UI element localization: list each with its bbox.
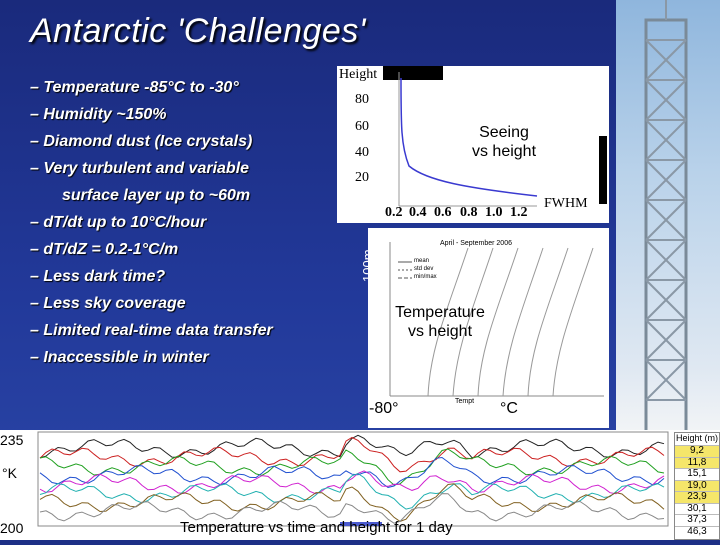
- bullet-item: – dT/dZ = 0.2-1°C/m: [30, 241, 179, 258]
- temp-height-xaxis-small: Tempt: [455, 398, 475, 405]
- seeing-overlay-label: Seeing vs height: [471, 124, 537, 160]
- height-legend-item: 23,9: [675, 491, 719, 503]
- temp-height-chart-plot: [389, 242, 604, 397]
- seeing-ytick: 20: [355, 170, 369, 185]
- seeing-ylabel: Height: [339, 67, 378, 82]
- time-y-unit: °K: [2, 465, 17, 481]
- seeing-ytick: 40: [355, 145, 369, 160]
- bullet-item: – Inaccessible in winter: [30, 349, 209, 366]
- time-series-line: [39, 434, 665, 459]
- time-chart-caption: Temperature vs time and height for 1 day: [180, 519, 453, 536]
- axis-label-right: -30°: [555, 400, 585, 417]
- height-legend: Height (m) 9,2 11,8 15,1 19,0 23,9 30,1 37,3 46…: [674, 432, 720, 540]
- seeing-ytick: 60: [355, 119, 369, 134]
- height-legend-item: 30,1: [675, 502, 719, 514]
- time-series-line: [39, 470, 665, 495]
- legend-item: min/max: [414, 274, 437, 280]
- time-y-bottom: 200: [0, 520, 24, 536]
- time-series-line: [39, 456, 665, 488]
- temp-height-overlay-label: Temperature vs height: [395, 304, 485, 340]
- bullet-item: – Limited real-time data transfer: [30, 322, 273, 339]
- axis-label-unit: °C: [500, 400, 518, 417]
- time-chart-panel: 235 °K 200 Temperature vs time and heigh…: [0, 430, 720, 540]
- bullet-list: – Temperature -85°C to -30° – Humidity ~…: [30, 74, 360, 371]
- tower-photo: [616, 0, 720, 434]
- time-chart-plot: [37, 431, 669, 527]
- time-series-line: [39, 448, 665, 486]
- slide-title: Antarctic 'Challenges': [30, 12, 366, 50]
- seeing-chart-plot: [383, 66, 607, 207]
- bullet-item: – Less sky coverage: [30, 295, 186, 312]
- bullet-item: – Temperature -85°C to -30°: [30, 79, 239, 96]
- bullet-item: surface layer up to ~60m: [62, 187, 251, 204]
- bullet-item: – Very turbulent and variable: [30, 160, 250, 177]
- bullet-item: – Humidity ~150%: [30, 106, 167, 123]
- seeing-xtick: 1.2: [510, 205, 528, 220]
- height-legend-item: 19,0: [675, 479, 719, 491]
- seeing-curve: [400, 77, 538, 197]
- height-legend-item: 46,3: [675, 525, 719, 537]
- bullet-item: – Diamond dust (Ice crystals): [30, 133, 253, 150]
- legend-item: mean: [414, 258, 430, 264]
- seeing-chart-panel: Height 80 60 40 20 0.2 0.4 0.6 0.8 1.0 1…: [337, 66, 609, 223]
- bullet-item: – dT/dt up to 10°C/hour: [30, 214, 207, 231]
- axis-label-left: -80°: [369, 400, 399, 417]
- seeing-xtick: 0.8: [460, 205, 478, 220]
- seeing-xtick: 0.2: [385, 205, 403, 220]
- seeing-xtick: 0.6: [434, 205, 452, 220]
- time-series-line: [39, 483, 665, 522]
- seeing-xtick: 1.0: [485, 205, 503, 220]
- seeing-ytick: 80: [355, 92, 369, 107]
- tower-icon: [644, 0, 688, 434]
- seeing-xlabel: FWHM: [544, 196, 588, 211]
- height-legend-item: 15,1: [675, 468, 719, 480]
- height-legend-title: Height (m): [675, 433, 718, 443]
- height-legend-item: 11,8: [675, 456, 719, 468]
- legend-item: std dev: [414, 266, 434, 272]
- temp-height-chart-panel: April - September 2006 mean std dev min/…: [368, 228, 609, 428]
- temp-height-small-title: April - September 2006: [440, 240, 512, 247]
- time-y-top: 235: [0, 432, 24, 448]
- height-legend-item: 37,3: [675, 514, 719, 526]
- time-series-line: [39, 493, 665, 524]
- height-legend-item: 9,2: [675, 445, 719, 457]
- bullet-item: – Less dark time?: [30, 268, 166, 285]
- seeing-xtick: 0.4: [409, 205, 427, 220]
